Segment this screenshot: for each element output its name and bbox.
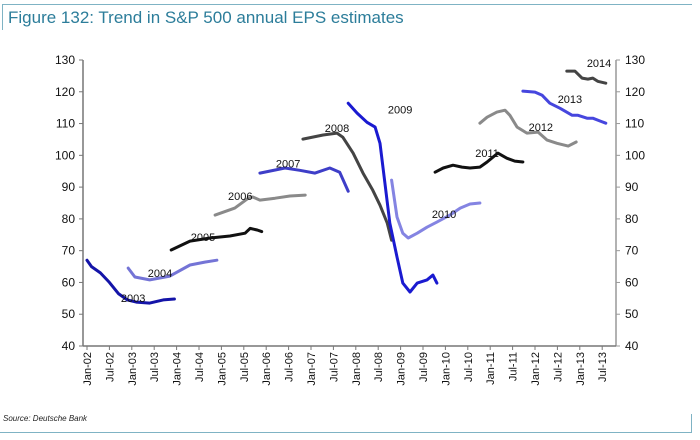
x-tick-label: Jul-11 bbox=[508, 352, 520, 381]
series-label-2010: 2010 bbox=[432, 209, 456, 221]
right-y-tick-label: 110 bbox=[625, 117, 644, 131]
series-line-2012 bbox=[478, 108, 578, 148]
source-note: Source: Deutsche Bank bbox=[3, 414, 88, 423]
x-tick-label: Jul-12 bbox=[552, 352, 564, 382]
series-line-2009 bbox=[346, 101, 439, 294]
x-tick-label: Jan-10 bbox=[440, 352, 452, 386]
series-label-2013: 2013 bbox=[558, 94, 582, 106]
series-line-2005 bbox=[169, 226, 264, 252]
series-label-2008: 2008 bbox=[325, 123, 349, 135]
series-label-2003: 2003 bbox=[121, 293, 145, 305]
x-tick-label: Jan-06 bbox=[261, 352, 273, 386]
x-tick-label: Jul-07 bbox=[328, 352, 340, 382]
footer-rule bbox=[0, 432, 692, 433]
left-y-tick-label: 70 bbox=[62, 244, 76, 258]
figure-title: Figure 132: Trend in S&P 500 annual EPS … bbox=[8, 8, 404, 27]
series-label-2011: 2011 bbox=[475, 148, 499, 160]
series-line-2014 bbox=[565, 69, 608, 85]
left-y-tick-label: 80 bbox=[62, 212, 76, 226]
series-line-2007 bbox=[258, 166, 350, 193]
right-y-tick-label: 60 bbox=[625, 275, 639, 289]
left-y-tick-label: 130 bbox=[55, 53, 75, 67]
x-tick-label: Jul-10 bbox=[463, 352, 475, 382]
x-tick-label: Jul-13 bbox=[597, 352, 609, 382]
series-label-2014: 2014 bbox=[587, 58, 611, 70]
right-y-tick-label: 90 bbox=[625, 180, 639, 194]
x-tick-label: Jul-08 bbox=[373, 352, 385, 382]
x-tick-label: Jul-02 bbox=[104, 352, 116, 382]
x-tick-label: Jul-03 bbox=[149, 352, 161, 382]
x-tick-label: Jul-06 bbox=[284, 352, 296, 382]
x-tick-label: Jul-09 bbox=[418, 352, 430, 382]
right-y-tick-label: 100 bbox=[625, 148, 645, 162]
series-label-2012: 2012 bbox=[529, 122, 553, 134]
series-line-2008 bbox=[301, 131, 394, 242]
left-y-tick-label: 100 bbox=[55, 148, 75, 162]
right-y-tick-label: 120 bbox=[625, 85, 645, 99]
left-y-tick-label: 50 bbox=[62, 307, 76, 321]
left-y-tick-label: 110 bbox=[56, 117, 75, 131]
x-tick-label: Jan-04 bbox=[172, 352, 184, 386]
title-rule-left bbox=[2, 4, 3, 30]
right-y-tick-label: 70 bbox=[625, 244, 639, 258]
right-y-tick-label: 40 bbox=[625, 339, 639, 353]
left-y-tick-label: 40 bbox=[62, 339, 76, 353]
series-line-2010 bbox=[390, 178, 482, 240]
x-tick-label: Jul-04 bbox=[194, 352, 206, 382]
x-tick-label: Jan-03 bbox=[127, 352, 139, 386]
series-line-2006 bbox=[213, 193, 307, 217]
footer-rule-right bbox=[691, 414, 692, 433]
x-tick-label: Jan-02 bbox=[82, 352, 94, 386]
x-tick-label: Jan-07 bbox=[306, 352, 318, 386]
x-tick-label: Jan-09 bbox=[396, 352, 408, 386]
left-y-tick-label: 120 bbox=[55, 85, 75, 99]
x-tick-label: Jan-05 bbox=[216, 352, 228, 386]
series-label-2004: 2004 bbox=[148, 268, 172, 280]
x-tick-label: Jan-11 bbox=[485, 352, 497, 385]
x-tick-label: Jul-05 bbox=[239, 352, 251, 382]
left-y-tick-label: 90 bbox=[62, 180, 76, 194]
series-line-2013 bbox=[521, 89, 608, 125]
x-tick-label: Jan-08 bbox=[351, 352, 363, 386]
right-y-tick-label: 80 bbox=[625, 212, 639, 226]
series-line-2003 bbox=[85, 258, 176, 305]
right-y-tick-label: 130 bbox=[625, 53, 645, 67]
x-tick-label: Jan-12 bbox=[530, 352, 542, 386]
left-y-tick-label: 60 bbox=[62, 275, 76, 289]
title-rule bbox=[2, 4, 692, 5]
right-y-tick-label: 50 bbox=[625, 307, 639, 321]
series-label-2007: 2007 bbox=[276, 158, 300, 170]
series-line-2011 bbox=[433, 151, 525, 174]
series-label-2005: 2005 bbox=[191, 232, 215, 244]
series-label-2006: 2006 bbox=[228, 191, 252, 203]
series-label-2009: 2009 bbox=[388, 104, 412, 116]
x-tick-label: Jan-13 bbox=[575, 352, 587, 386]
series-line-2004 bbox=[126, 258, 219, 282]
